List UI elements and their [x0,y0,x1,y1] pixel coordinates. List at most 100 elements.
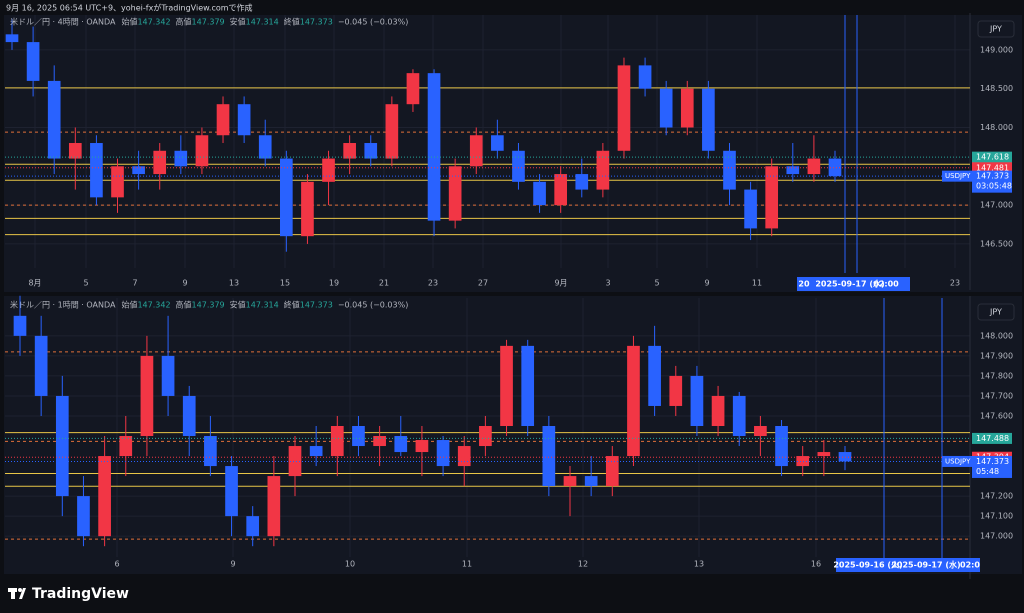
x-tick-label: 8月 [28,279,41,288]
info: −0.045 (−0.03%) [338,18,409,27]
info: 終値 [284,300,300,310]
candle-body [732,395,746,437]
date-label: 2025-09-17 (水) [891,560,960,570]
candle-body [225,466,238,517]
info: 始値 [121,300,137,310]
y-tick-label: 147.100 [980,512,1013,521]
symbol: USDJPY [945,172,971,180]
pane-2 [4,296,1022,574]
currency: JPY [989,308,1002,317]
candle-body [575,174,589,190]
symbol: USDJPY [945,457,971,465]
candle-body [322,158,335,182]
x-tick-label: 5 [654,279,659,288]
candle-body [55,395,69,497]
x-tick-label: 19 [329,279,339,288]
y-tick-label: 147.000 [980,532,1013,541]
candle-body [817,452,831,457]
price-tag [972,162,1012,174]
x-tick-label: 27 [478,279,488,288]
x-tick-label: 9月 [554,279,567,288]
x-tick-label: 7 [132,279,137,288]
candle-body [427,73,441,221]
candle-body [161,355,175,396]
candle-body [68,143,82,159]
candle-body [542,425,556,487]
candle-body [301,181,314,237]
candle-body [469,135,483,167]
candle-body [26,42,40,81]
x-tick-label: 3 [605,279,610,288]
candle-body [13,315,27,336]
candle-body [680,88,694,128]
info: 147.342 [137,301,170,310]
candle-body [448,166,462,221]
info: 終値 [284,17,300,27]
candle-body [119,436,133,457]
candle-body [765,166,779,229]
candle-body [702,88,715,151]
candle-body [5,34,19,43]
x-tick-label: 15 [280,279,290,288]
candle-body [669,375,683,406]
info: 安値 [230,300,246,310]
header: 9月 16, 2025 06:54 UTC+9、yohei-fxがTrading… [6,3,253,13]
date-label: 02:00 [873,280,899,289]
candle-body [521,345,535,426]
candle-body [309,446,323,457]
x-tick-label: 5 [83,279,88,288]
x-tick-label: 11 [752,279,762,288]
candle-body [533,181,546,206]
candle-body [596,150,610,190]
candle-body [385,104,399,159]
y-tick-label: 147.600 [980,411,1013,420]
candle-body [690,375,704,426]
x-tick-label: 13 [694,560,704,569]
candle-body [554,174,567,206]
x-tick-label: 9 [230,560,235,569]
candle-body [436,440,450,467]
info: 始値 [121,17,137,27]
y-tick-label: 147.700 [980,391,1013,400]
candle-body [352,425,365,447]
candle-body [258,135,272,159]
info: 高値 [176,17,192,27]
candle-body [796,456,810,467]
info: −0.045 (−0.03%) [338,301,409,310]
info: 147.314 [246,18,279,27]
x-tick-label: 9 [704,279,709,288]
price-tag-timer: 03:05:48 [976,182,1012,191]
candle-body [288,446,302,477]
candle-body [584,476,598,487]
candle-body [330,425,344,457]
candle-body [394,436,408,453]
candle-body [457,446,471,467]
candle-body [479,425,492,447]
candle-body [775,425,788,467]
currency: JPY [989,25,1002,34]
candle-body [754,425,767,437]
candle-body [246,516,260,537]
candle-body [140,355,154,437]
candle-body [638,65,652,89]
price-tag [972,455,1012,478]
date-label-box [836,558,980,572]
x-tick-label: 9 [182,279,187,288]
price-tag-timer: 05:48 [976,467,999,476]
date-label: 20 [798,280,810,289]
candle-body [280,158,293,237]
candle-body [373,436,386,447]
candle-body [77,496,90,537]
candle-body [216,104,230,136]
candle-body [744,189,757,229]
candle-body [648,345,661,406]
info: 147.373 [300,301,333,310]
candle-body [627,345,640,457]
price-tag-value: 147.488 [976,434,1009,443]
y-tick-label: 149.000 [980,45,1013,54]
candle-body [807,158,821,175]
y-tick-label: 146.500 [980,239,1013,248]
candle-body [491,135,504,151]
candle-body [617,65,631,151]
